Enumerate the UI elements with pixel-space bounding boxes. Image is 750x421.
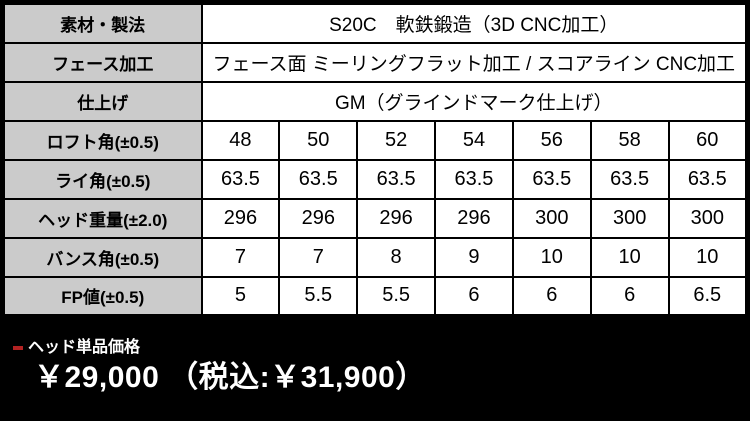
cell-bounce-4: 9 — [434, 236, 514, 278]
table-row-fp: FP値(±0.5) 5 5.5 5.5 6 6 6 6.5 — [2, 275, 748, 317]
table-row-loft: ロフト角(±0.5) 48 50 52 54 56 58 60 — [2, 119, 748, 161]
price-label: ヘッド単品価格 — [28, 339, 141, 356]
cell-lie-6: 63.5 — [589, 158, 670, 200]
price-label-line: ヘッド単品価格 — [0, 338, 750, 358]
cell-bounce-6: 10 — [589, 236, 670, 278]
cell-bounce-7: 10 — [667, 236, 748, 278]
cell-weight-2: 296 — [278, 197, 359, 239]
cell-lie-3: 63.5 — [356, 158, 437, 200]
cell-loft-1: 48 — [200, 119, 281, 161]
row-header-finish: 仕上げ — [2, 80, 203, 122]
spec-table: 素材・製法 S20C 軟鉄鍛造（3D CNC加工） フェース加工 フェース面 ミ… — [2, 2, 748, 317]
cell-fp-3: 5.5 — [356, 275, 437, 317]
cell-bounce-2: 7 — [278, 236, 359, 278]
row-header-fp: FP値(±0.5) — [2, 275, 203, 317]
cell-bounce-5: 10 — [511, 236, 592, 278]
cell-bounce-3: 8 — [356, 236, 437, 278]
cell-fp-6: 6 — [589, 275, 670, 317]
cell-lie-4: 63.5 — [434, 158, 514, 200]
cell-weight-6: 300 — [589, 197, 670, 239]
cell-finish-value: GM（グラインドマーク仕上げ） — [200, 80, 748, 122]
cell-lie-2: 63.5 — [278, 158, 359, 200]
cell-face-processing-value: フェース面 ミーリングフラット加工 / スコアライン CNC加工 — [200, 41, 748, 83]
cell-bounce-1: 7 — [200, 236, 281, 278]
cell-lie-7: 63.5 — [667, 158, 748, 200]
cell-fp-1: 5 — [200, 275, 281, 317]
cell-weight-7: 300 — [667, 197, 748, 239]
row-header-loft: ロフト角(±0.5) — [2, 119, 203, 161]
cell-fp-5: 6 — [511, 275, 592, 317]
table-row-bounce: バンス角(±0.5) 7 7 8 9 10 10 10 — [2, 236, 748, 278]
cell-loft-6: 58 — [589, 119, 670, 161]
table-row-finish: 仕上げ GM（グラインドマーク仕上げ） — [2, 80, 748, 122]
row-header-material: 素材・製法 — [2, 2, 203, 44]
table-row-lie: ライ角(±0.5) 63.5 63.5 63.5 63.5 63.5 63.5 … — [2, 158, 748, 200]
row-header-face-processing: フェース加工 — [2, 41, 203, 83]
cell-fp-7: 6.5 — [667, 275, 748, 317]
price-value: ￥29,000 （税込:￥31,900） — [34, 361, 426, 394]
cell-weight-1: 296 — [200, 197, 281, 239]
cell-material-value: S20C 軟鉄鍛造（3D CNC加工） — [200, 2, 748, 44]
cell-loft-3: 52 — [356, 119, 437, 161]
table-row-material: 素材・製法 S20C 軟鉄鍛造（3D CNC加工） — [2, 2, 748, 44]
row-header-bounce: バンス角(±0.5) — [2, 236, 203, 278]
table-row-face-processing: フェース加工 フェース面 ミーリングフラット加工 / スコアライン CNC加工 — [2, 41, 748, 83]
cell-loft-4: 54 — [434, 119, 514, 161]
cell-fp-4: 6 — [434, 275, 514, 317]
cell-weight-4: 296 — [434, 197, 514, 239]
row-header-head-weight: ヘッド重量(±2.0) — [2, 197, 203, 239]
cell-fp-2: 5.5 — [278, 275, 359, 317]
cell-lie-5: 63.5 — [511, 158, 592, 200]
cell-weight-3: 296 — [356, 197, 437, 239]
cell-loft-5: 56 — [511, 119, 592, 161]
cell-loft-2: 50 — [278, 119, 359, 161]
red-dash-icon — [13, 346, 23, 350]
cell-weight-5: 300 — [511, 197, 592, 239]
cell-lie-1: 63.5 — [200, 158, 281, 200]
cell-loft-7: 60 — [667, 119, 748, 161]
price-section: ヘッド単品価格 ￥29,000 （税込:￥31,900） — [0, 338, 750, 396]
table-row-head-weight: ヘッド重量(±2.0) 296 296 296 296 300 300 300 — [2, 197, 748, 239]
row-header-lie: ライ角(±0.5) — [2, 158, 203, 200]
